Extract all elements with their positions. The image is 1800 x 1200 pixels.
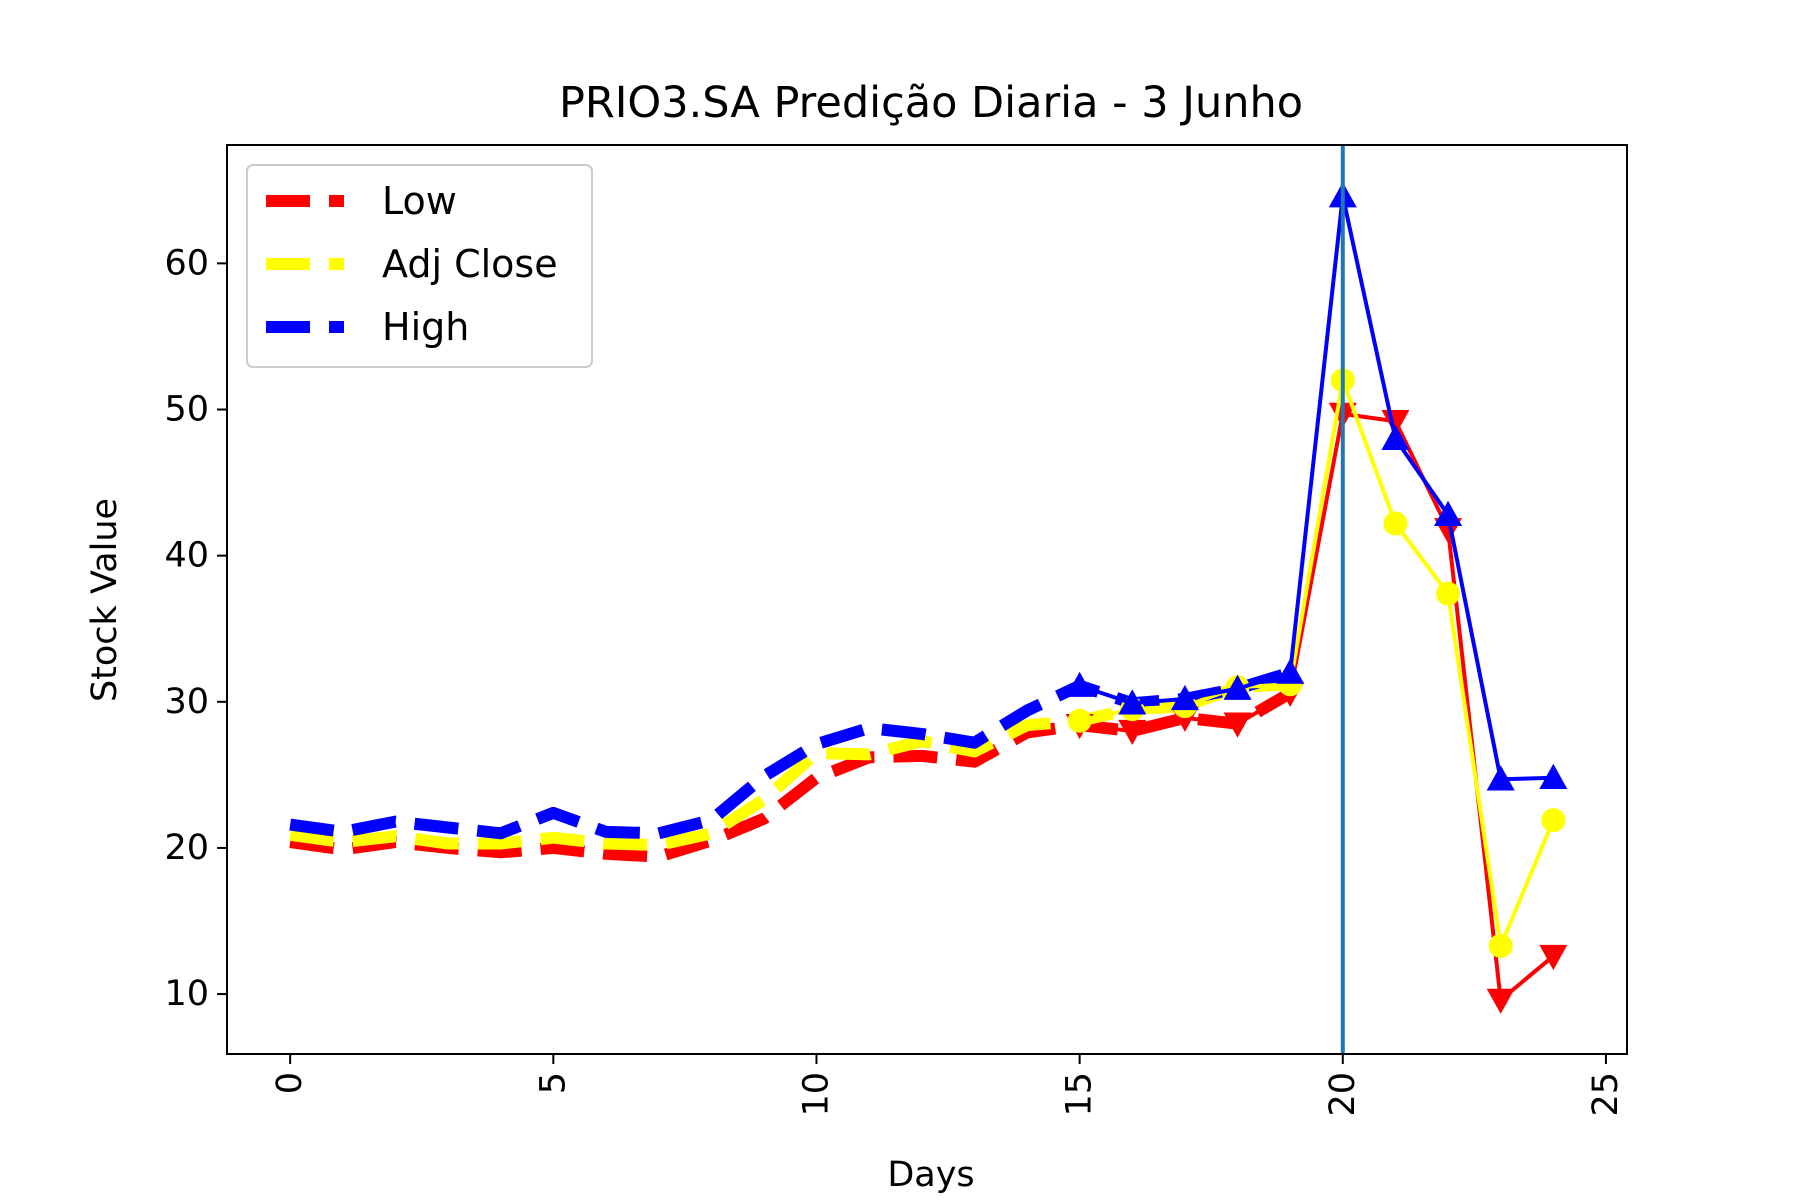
series-low-point-24 bbox=[1539, 944, 1568, 971]
plot-area: 0 5 10 15 20 25 10 20 30 40 50 60 bbox=[164, 144, 1628, 1117]
series-high-point-15 bbox=[1065, 671, 1094, 697]
legend-label-adj-close: Adj Close bbox=[382, 242, 558, 286]
series-adj-close-point-21 bbox=[1383, 511, 1408, 536]
series-adj-close-point-22 bbox=[1436, 581, 1461, 606]
series-low-point-21 bbox=[1381, 410, 1410, 436]
series-adj-close-point-23 bbox=[1488, 933, 1513, 958]
x-tick-label-0: 0 bbox=[270, 1072, 310, 1094]
y-tick-label-50: 50 bbox=[164, 390, 209, 430]
series-high-point-23 bbox=[1486, 765, 1515, 791]
series-low-point-23 bbox=[1486, 988, 1515, 1014]
x-tick-label-25: 25 bbox=[1586, 1072, 1626, 1117]
y-tick-label-30: 30 bbox=[164, 682, 209, 722]
series-high-point-19 bbox=[1276, 658, 1305, 684]
x-tick-label-15: 15 bbox=[1060, 1072, 1100, 1117]
series-high-point-22 bbox=[1434, 500, 1463, 526]
series-high-point-17 bbox=[1170, 684, 1199, 711]
series-low-point-18 bbox=[1223, 712, 1252, 738]
y-tick-label-40: 40 bbox=[164, 536, 209, 576]
y-tick-label-10: 10 bbox=[164, 974, 209, 1014]
y-tick-label-60: 60 bbox=[164, 243, 209, 283]
chart-title: PRIO3.SA Predição Diaria - 3 Junho bbox=[559, 78, 1303, 128]
plot-frame bbox=[226, 144, 1628, 1055]
x-tick-label-5: 5 bbox=[533, 1072, 573, 1094]
series-adj-close-forecast-line bbox=[1079, 372, 1556, 954]
series-adj-close-point-24 bbox=[1541, 808, 1566, 833]
x-tick-label-10: 10 bbox=[796, 1072, 836, 1117]
legend-box bbox=[246, 164, 593, 368]
series-adj-close-point-15 bbox=[1067, 708, 1092, 733]
y-axis-label: Stock Value bbox=[85, 498, 125, 702]
legend: Low Adj Close High bbox=[246, 164, 593, 368]
x-axis-label: Days bbox=[887, 1155, 974, 1195]
series-high-point-16 bbox=[1118, 689, 1147, 715]
x-tick-label-20: 20 bbox=[1323, 1072, 1363, 1117]
series-high-point-24 bbox=[1539, 763, 1568, 789]
series-high-forecast-line bbox=[1078, 195, 1554, 782]
y-tick-label-20: 20 bbox=[164, 828, 209, 868]
series-adj-close-history-line bbox=[289, 678, 1291, 852]
legend-label-low: Low bbox=[382, 179, 457, 223]
series-low-point-16 bbox=[1118, 719, 1147, 746]
legend-label-high: High bbox=[382, 305, 469, 349]
series-high-point-18 bbox=[1223, 674, 1252, 700]
series-high-point-21 bbox=[1381, 424, 1410, 450]
